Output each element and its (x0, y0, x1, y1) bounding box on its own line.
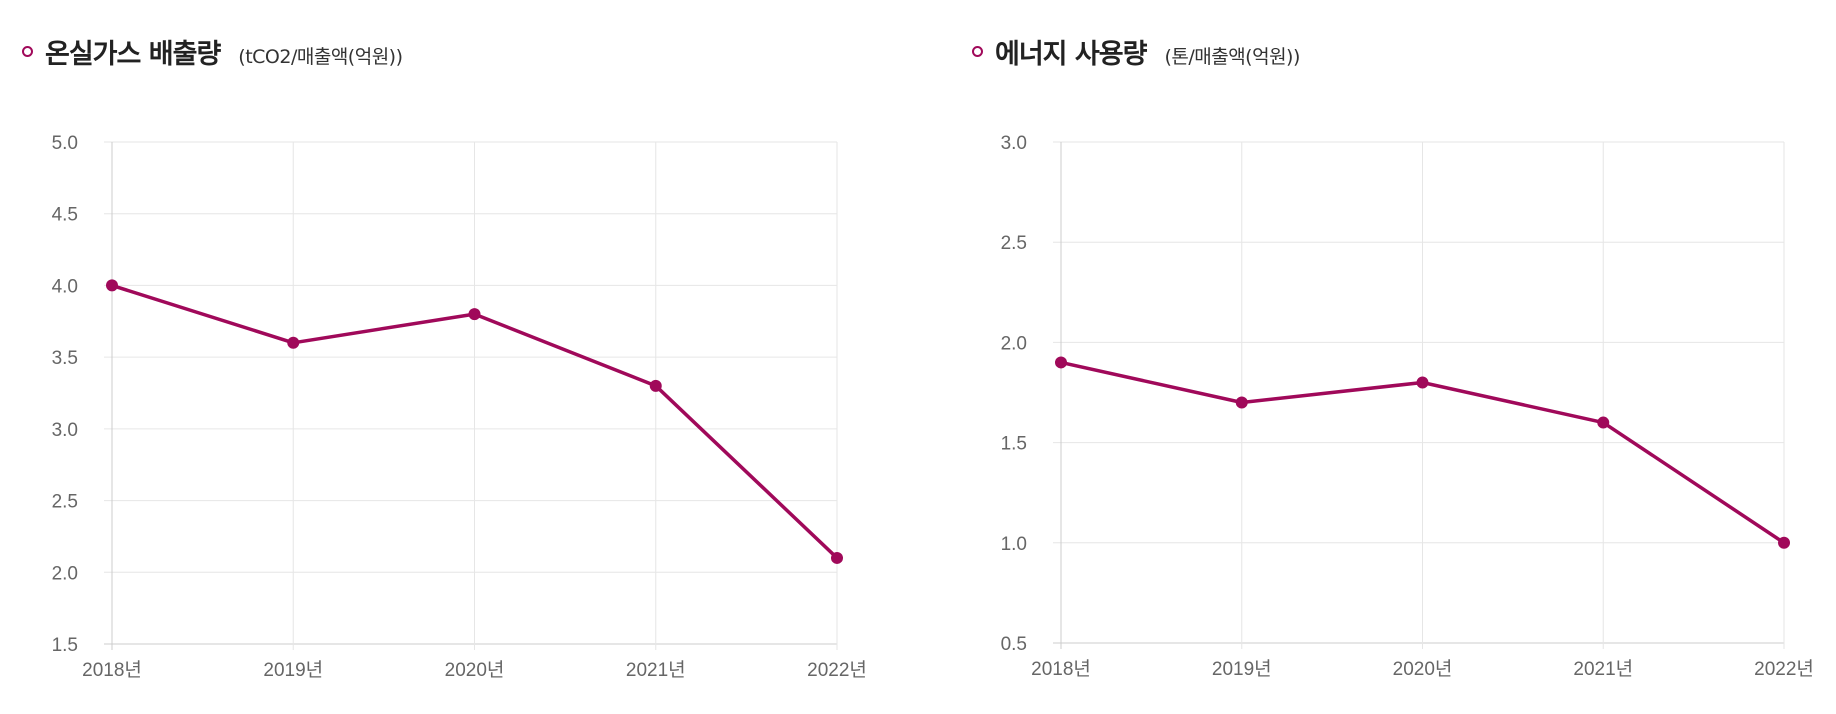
y-tick-label: 2.5 (52, 492, 78, 513)
chart-1: 0.5 1.0 1.5 2.0 2.5 3.0 2018년 2019년 2020년 2021년 20… (1001, 133, 1814, 680)
x-tick-label: 2020년 (1393, 658, 1453, 680)
bullet-icon (972, 46, 983, 57)
data-point (287, 336, 300, 349)
y-tick-label: 1.5 (1001, 434, 1027, 455)
x-tick-label: 2022년 (1754, 658, 1814, 680)
x-tick-label: 2018년 (82, 659, 142, 681)
x-tick-label: 2021년 (626, 659, 686, 681)
bullet-icon (22, 46, 33, 57)
data-point (1416, 376, 1429, 389)
chart-title-ghg: 온실가스 배출량 (tCO2/매출액(억원)) (22, 32, 403, 71)
chart-0: 1.5 2.0 2.5 3.0 3.5 4.0 4.5 5.0 2018년 2019년 2020년 2… (52, 133, 867, 681)
data-point (831, 551, 843, 564)
y-tick-label: 4.0 (52, 276, 78, 297)
y-tick-label: 1.0 (1001, 534, 1027, 555)
y-tick-label: 2.5 (1001, 233, 1027, 254)
y-tick-label: 0.5 (1001, 634, 1027, 655)
unit-text: (톤/매출액(억원)) (1164, 46, 1300, 68)
y-tick-label: 5.0 (52, 133, 78, 154)
x-tick-label: 2022년 (807, 659, 867, 681)
y-tick-label: 3.0 (52, 420, 78, 441)
data-point (649, 379, 662, 392)
x-tick-label: 2018년 (1031, 658, 1091, 680)
y-tick-label: 4.5 (52, 205, 78, 226)
data-point (468, 308, 481, 321)
y-tick-label: 3.5 (52, 348, 78, 369)
x-tick-label: 2021년 (1573, 658, 1633, 680)
data-point (1778, 536, 1790, 549)
data-point (1597, 416, 1610, 429)
title-text: 온실가스 배출량 (45, 39, 221, 70)
y-tick-label: 3.0 (1001, 133, 1027, 154)
title-text: 에너지 사용량 (995, 39, 1147, 70)
y-tick-label: 2.0 (52, 563, 78, 584)
data-point (1055, 356, 1067, 369)
y-tick-label: 1.5 (52, 635, 78, 656)
data-point (1235, 396, 1248, 409)
x-tick-label: 2019년 (263, 659, 323, 681)
y-tick-label: 2.0 (1001, 333, 1027, 354)
x-tick-label: 2019년 (1212, 658, 1272, 680)
x-tick-label: 2020년 (445, 659, 505, 681)
unit-text: (tCO2/매출액(억원)) (238, 46, 403, 68)
chart-title-energy: 에너지 사용량 (톤/매출액(억원)) (972, 32, 1300, 71)
data-point (106, 279, 118, 292)
